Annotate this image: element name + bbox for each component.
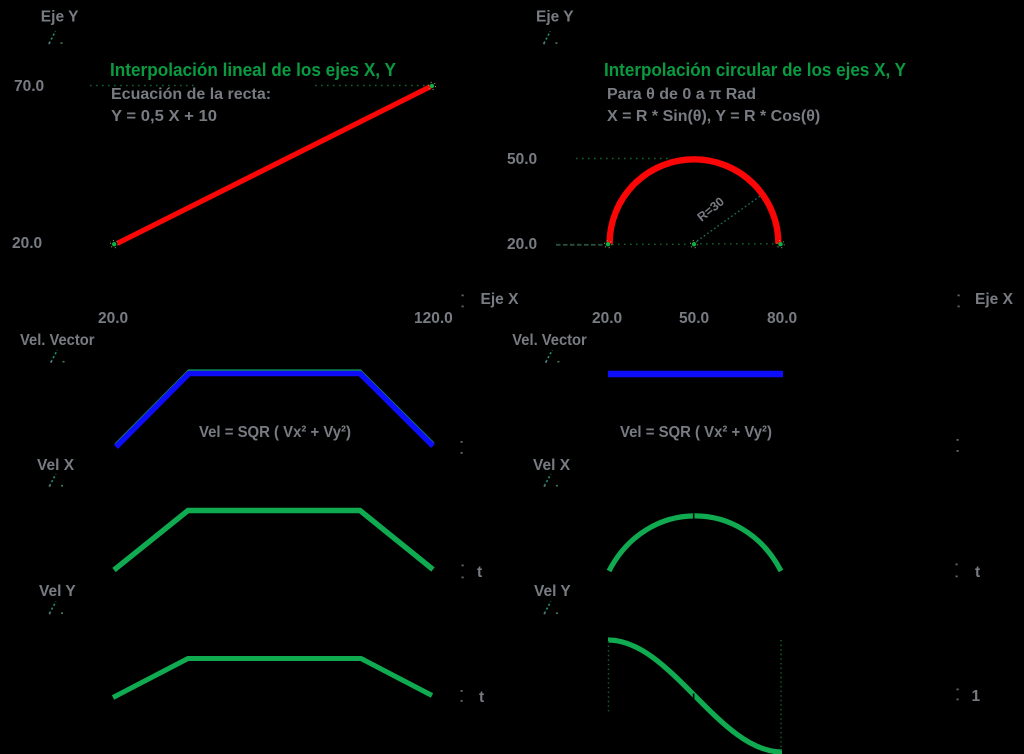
svg-text:Vel = SQR ( Vx² + Vy²): Vel = SQR ( Vx² + Vy²) [199, 424, 351, 441]
svg-text:t: t [479, 689, 484, 706]
svg-text:Interpolación lineal de los ej: Interpolación lineal de los ejes X, Y [110, 59, 397, 80]
svg-text:Eje X: Eje X [481, 291, 520, 308]
svg-text:20.0: 20.0 [507, 236, 537, 253]
svg-text:120.0: 120.0 [414, 310, 453, 327]
svg-text:Eje Y: Eje Y [41, 9, 79, 26]
svg-text:70.0: 70.0 [14, 78, 44, 95]
svg-text:Ecuación de la recta:: Ecuación de la recta: [111, 86, 271, 103]
svg-text:Vel X: Vel X [533, 457, 571, 474]
svg-text:Vel Y: Vel Y [39, 583, 76, 600]
svg-text:Vel. Vector: Vel. Vector [512, 332, 587, 349]
svg-text:X = R * Sin(θ), Y = R * Cos(θ): X = R * Sin(θ), Y = R * Cos(θ) [607, 108, 820, 125]
svg-text:Vel. Vector: Vel. Vector [20, 332, 95, 349]
svg-text:Eje Y: Eje Y [536, 9, 574, 26]
svg-text:Vel X: Vel X [37, 457, 75, 474]
svg-text:1: 1 [972, 688, 981, 705]
svg-text:20.0: 20.0 [12, 235, 42, 252]
svg-text:t: t [477, 564, 482, 581]
svg-text:Vel = SQR ( Vx² + Vy²): Vel = SQR ( Vx² + Vy²) [620, 424, 772, 441]
svg-text:t: t [975, 564, 980, 581]
svg-text:20.0: 20.0 [592, 310, 622, 327]
svg-text:50.0: 50.0 [679, 310, 709, 327]
svg-text:Eje X: Eje X [975, 291, 1014, 308]
svg-text:Vel Y: Vel Y [534, 583, 571, 600]
svg-text:Interpolación circular de los: Interpolación circular de los ejes X, Y [604, 59, 907, 80]
svg-text:20.0: 20.0 [98, 310, 128, 327]
svg-text:50.0: 50.0 [507, 151, 537, 168]
svg-text:80.0: 80.0 [767, 310, 797, 327]
svg-text:Y = 0,5 X + 10: Y = 0,5 X + 10 [111, 108, 217, 125]
svg-text:Para θ de 0 a π Rad: Para θ de 0 a π Rad [607, 86, 756, 103]
